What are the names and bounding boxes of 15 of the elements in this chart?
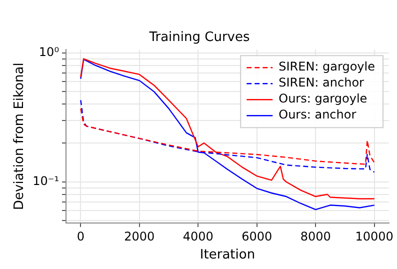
x-tick-label: 0 [76, 229, 85, 244]
x-tick-label: 10000 [355, 229, 394, 244]
chart-title: Training Curves [148, 30, 250, 46]
legend-label: SIREN: anchor [278, 76, 364, 90]
y-axis-title: Deviation from Eikonal [12, 62, 28, 210]
x-tick-label: 8000 [300, 229, 331, 244]
legend-label: Ours: gargoyle [278, 92, 368, 106]
legend-label: Ours: anchor [278, 108, 356, 122]
x-tick-label: 2000 [124, 229, 155, 244]
y-tick-label: 10⁰ [38, 44, 60, 59]
legend-label: SIREN: gargoyle [278, 60, 376, 74]
x-tick-label: 6000 [242, 229, 272, 244]
x-tick-label: 4000 [182, 229, 214, 244]
y-tick-label: 10⁻¹ [32, 174, 60, 188]
x-axis-title: Iteration [200, 248, 256, 263]
